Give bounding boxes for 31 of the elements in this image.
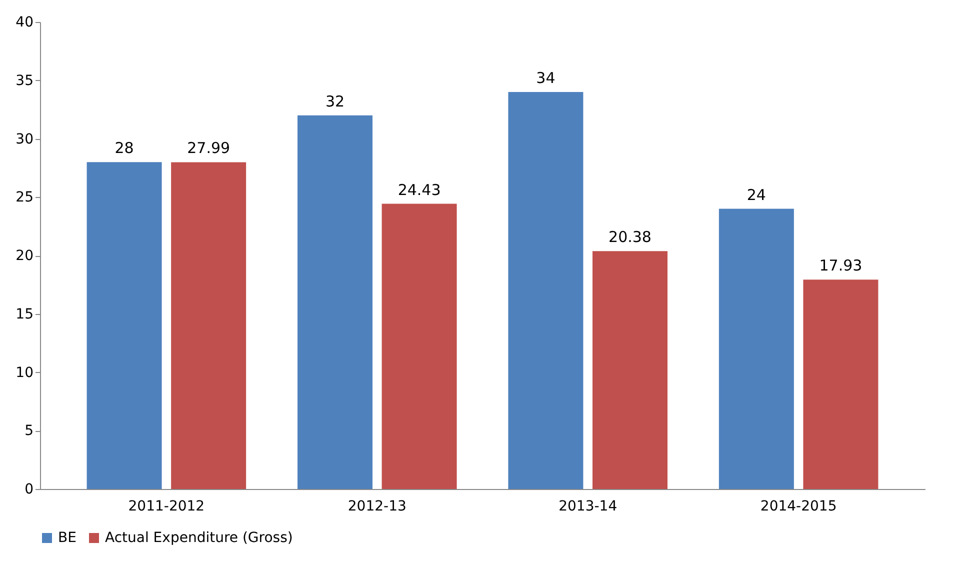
bar xyxy=(171,162,246,489)
data-label: 27.99 xyxy=(187,139,230,158)
x-tick-label: 2012-13 xyxy=(348,498,406,514)
data-label: 20.38 xyxy=(608,228,652,246)
bar xyxy=(382,204,457,489)
data-label: 17.93 xyxy=(819,256,862,275)
data-label: 34 xyxy=(536,69,556,88)
data-label: 24.43 xyxy=(398,180,441,199)
bar xyxy=(86,162,162,489)
bar xyxy=(298,115,372,489)
bar xyxy=(718,208,794,489)
y-tick-label: 10 xyxy=(16,364,34,381)
legend-label: BE xyxy=(58,530,76,546)
y-tick-label: 15 xyxy=(16,306,34,322)
x-tick-label: 2013-14 xyxy=(558,498,618,514)
y-tick-label: 35 xyxy=(16,72,34,89)
data-label: 24 xyxy=(746,186,766,204)
legend-label: Actual Expenditure (Gross) xyxy=(105,530,293,546)
data-label: 32 xyxy=(325,92,345,110)
bar xyxy=(803,280,878,489)
y-tick-label: 30 xyxy=(16,131,34,148)
data-label: 28 xyxy=(114,139,134,158)
y-tick-label: 20 xyxy=(16,248,34,264)
y-tick-label: 5 xyxy=(24,423,34,440)
y-tick-label: 0 xyxy=(24,482,34,498)
bar xyxy=(508,92,584,489)
y-tick-label: 25 xyxy=(16,190,34,206)
x-tick-label: 2014-2015 xyxy=(760,498,837,514)
bar xyxy=(592,251,668,489)
y-tick-label: 40 xyxy=(16,14,34,30)
x-tick-label: 2011-2012 xyxy=(128,498,205,514)
